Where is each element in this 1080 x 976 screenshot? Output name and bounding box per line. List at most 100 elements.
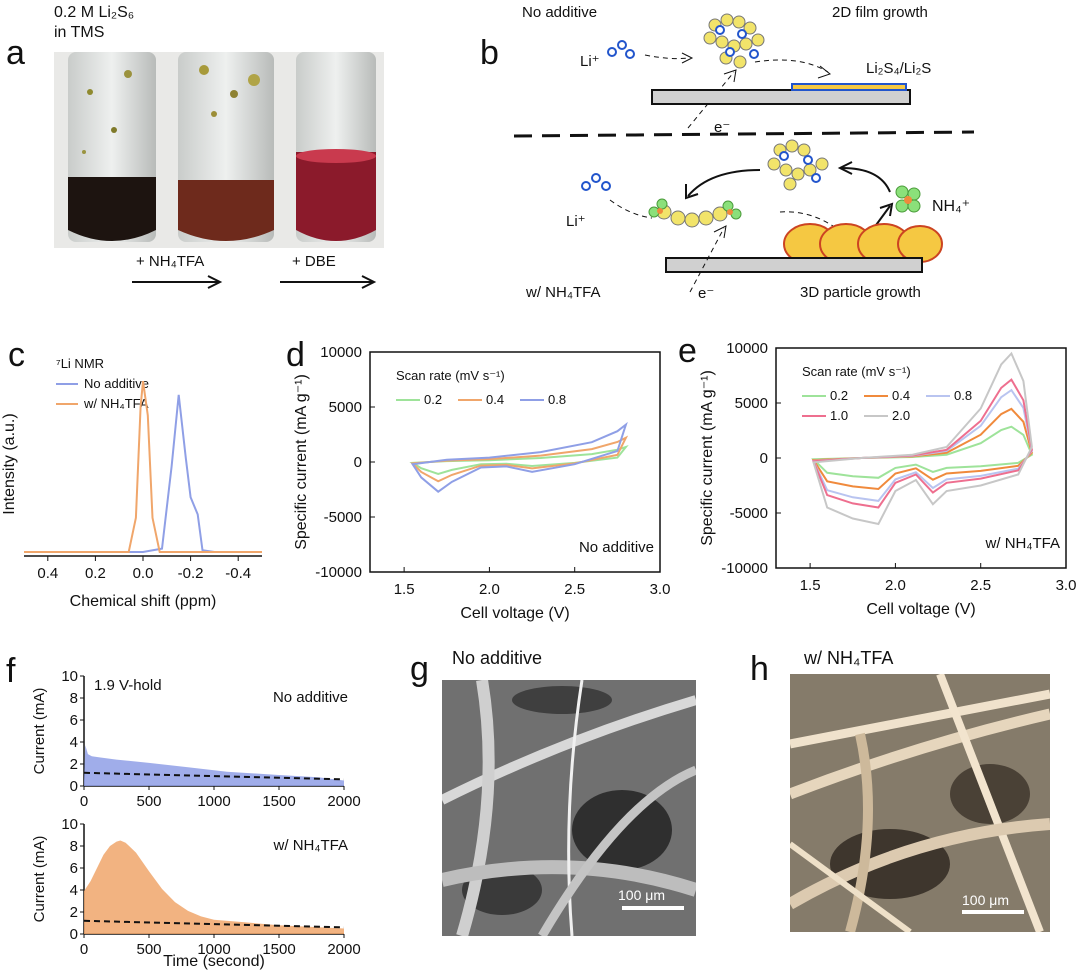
x-axis-label: Cell voltage (V) — [460, 605, 569, 622]
x-tick-label: 1.5 — [800, 577, 821, 594]
y-tick-label: -5000 — [730, 505, 768, 522]
cv-curve — [409, 445, 629, 475]
y-tick-label: 5000 — [735, 395, 768, 412]
x-tick-label-f: 2000 — [327, 793, 360, 810]
x-tick-label-c: 0.2 — [85, 565, 106, 582]
substrate-top — [651, 89, 911, 105]
legend-label-c: w/ NH₄TFA — [83, 396, 149, 411]
sem-title-g: No additive — [452, 648, 543, 668]
current-area-f — [84, 745, 344, 786]
x-tick-label: 2.5 — [970, 577, 991, 594]
cv-curve — [811, 407, 1034, 491]
legend-label: 0.8 — [954, 388, 972, 403]
x-tick-label: 3.0 — [1056, 577, 1077, 594]
legend-label: 1.0 — [830, 408, 848, 423]
x-tick-label-f: 1500 — [262, 941, 295, 958]
legend-label: 0.2 — [424, 392, 442, 407]
x-tick-label-c: -0.4 — [225, 565, 251, 582]
schematic-bottom-electron: e⁻ — [698, 285, 715, 302]
cv-curve — [410, 435, 629, 483]
y-axis-label: Specific current (mA g⁻¹) — [293, 374, 310, 550]
polysulfide-cluster-top — [703, 13, 765, 69]
schematic-top-title: No additive — [522, 4, 598, 21]
y-tick-label-f: 6 — [70, 712, 78, 729]
x-axis-label: Cell voltage (V) — [866, 601, 975, 618]
arrow-label-nh4tfa: + NH₄TFA — [136, 253, 205, 270]
series-line-c — [24, 380, 262, 553]
y-tick-label-f: 10 — [61, 668, 78, 685]
x-tick-label-c: 0.0 — [133, 565, 154, 582]
y-tick-label-f: 4 — [70, 734, 78, 751]
x-tick-label: 2.5 — [564, 581, 585, 598]
growth-schematic — [513, 13, 975, 293]
cv-curve — [811, 425, 1034, 479]
y-tick-label-f: 6 — [70, 860, 78, 877]
legend-label: 0.2 — [830, 388, 848, 403]
y-tick-label: 5000 — [329, 399, 362, 416]
panel-letter-h: h — [750, 650, 769, 688]
substrate-bottom — [665, 257, 923, 273]
film-layer — [791, 83, 907, 91]
scalebar-h — [962, 910, 1024, 914]
sem-title-h: w/ NH₄TFA — [804, 648, 894, 668]
complex-chain — [648, 198, 742, 228]
x-tick-label-f: 1500 — [262, 793, 295, 810]
scalebar-label-h: 100 μm — [962, 892, 1009, 908]
x-tick-label: 1.5 — [394, 581, 415, 598]
panel-letter-a: a — [6, 34, 25, 72]
y-tick-label: 0 — [760, 450, 768, 467]
y-tick-label-f: 8 — [70, 838, 78, 855]
baseline-f — [83, 771, 345, 781]
schematic-top-growth: 2D film growth — [832, 4, 928, 21]
legend-title: Scan rate (mV s⁻¹) — [802, 364, 911, 379]
x-tick-label-f: 1000 — [197, 941, 230, 958]
scalebar-label-g: 100 μm — [618, 887, 665, 903]
scenario-divider — [513, 130, 975, 138]
x-tick-label-f: 2000 — [327, 941, 360, 958]
y-tick-label: -10000 — [721, 560, 768, 577]
schematic-bottom-title: w/ NH₄TFA — [526, 284, 601, 301]
chart-annotation: No additive — [579, 539, 654, 556]
panel-letter-g: g — [410, 650, 429, 688]
y-tick-label: 10000 — [726, 340, 768, 357]
annotation-c: ⁷Li NMR — [56, 356, 104, 371]
chart-annotation: w/ NH₄TFA — [985, 535, 1060, 552]
schematic-bottom-li: Li⁺ — [566, 213, 586, 230]
y-axis-label-f: Current (mA) — [31, 688, 48, 775]
panel-letter-f: f — [6, 652, 16, 690]
baseline-f — [83, 919, 345, 929]
sample-caption-line2: in TMS — [54, 24, 105, 41]
chart-e: 1.5 2.0 2.5 3.0 -10000 -5000 0 5000 10000 Cell vo… — [699, 340, 1077, 618]
panel-letter-d: d — [286, 336, 305, 374]
schematic-bottom-nh4: NH₄⁺ — [932, 198, 971, 215]
x-axis-label-f: Time (second) — [163, 953, 265, 970]
schematic-top-electron: e⁻ — [714, 119, 731, 136]
scalebar-g — [622, 906, 684, 910]
series-line-c — [24, 394, 262, 553]
y-axis-label: Specific current (mA g⁻¹) — [699, 370, 716, 546]
sem-image-h: 100 μm — [790, 674, 1050, 932]
y-tick-label-f: 10 — [61, 816, 78, 833]
x-axis-label-c: Chemical shift (ppm) — [70, 593, 217, 610]
y-axis-label-c: Intensity (a.u.) — [1, 413, 18, 514]
legend-label: 0.4 — [486, 392, 504, 407]
legend-label: 0.8 — [548, 392, 566, 407]
chart-c: 0.4 0.2 0.0 -0.2 -0.4 Chemical shift (ppm) Int… — [1, 356, 262, 610]
x-tick-label-f: 1000 — [197, 793, 230, 810]
x-tick-label: 3.0 — [650, 581, 671, 598]
y-axis-label-f: Current (mA) — [31, 836, 48, 923]
schematic-bottom-growth: 3D particle growth — [800, 284, 921, 301]
x-tick-label-c: -0.2 — [178, 565, 204, 582]
y-tick-label: 0 — [354, 454, 362, 471]
legend-label-c: No additive — [84, 376, 149, 391]
x-tick-label-f: 0 — [80, 793, 88, 810]
schematic-top-product: Li₂S₄/Li₂S — [866, 60, 932, 77]
cv-curve — [812, 378, 1033, 509]
schematic-top-li: Li⁺ — [580, 53, 600, 70]
x-tick-label-f: 500 — [136, 793, 161, 810]
current-area-f — [84, 840, 344, 934]
cv-curve — [410, 421, 628, 493]
annotation-f: 1.9 V-hold — [94, 677, 162, 694]
x-tick-label-c: 0.4 — [37, 565, 58, 582]
